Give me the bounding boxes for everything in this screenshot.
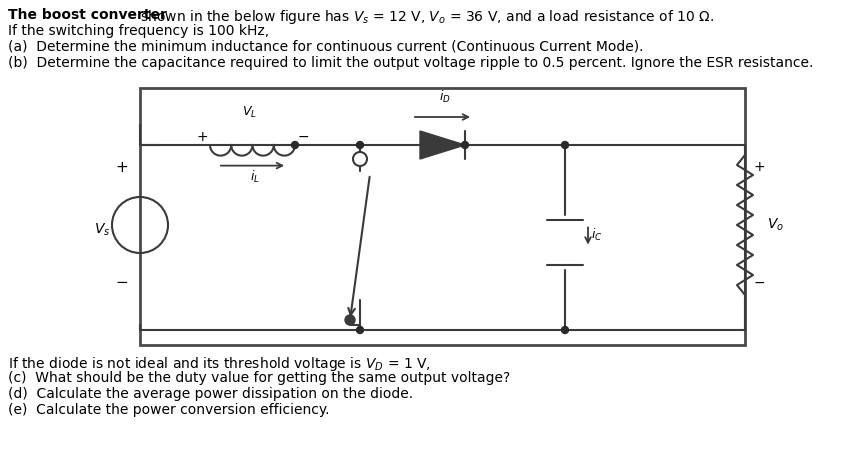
Text: −: − — [753, 276, 764, 290]
Text: (b)  Determine the capacitance required to limit the output voltage ripple to 0.: (b) Determine the capacitance required t… — [8, 56, 813, 70]
Text: If the switching frequency is 100 kHz,: If the switching frequency is 100 kHz, — [8, 24, 269, 38]
Circle shape — [291, 141, 298, 149]
Text: $i_C$: $i_C$ — [591, 226, 602, 242]
Text: (e)  Calculate the power conversion efficiency.: (e) Calculate the power conversion effic… — [8, 403, 329, 417]
Polygon shape — [420, 131, 465, 159]
Text: $V_L$: $V_L$ — [242, 105, 257, 120]
Text: shown in the below figure has $V_s$ = 12 V, $V_o$ = 36 V, and a load resistance : shown in the below figure has $V_s$ = 12… — [136, 8, 714, 26]
Circle shape — [357, 327, 363, 333]
Circle shape — [561, 141, 568, 149]
Text: +: + — [196, 130, 207, 144]
Text: −: − — [116, 275, 129, 290]
Circle shape — [462, 141, 469, 149]
Circle shape — [561, 327, 568, 333]
Text: +: + — [753, 160, 764, 174]
Text: (d)  Calculate the average power dissipation on the diode.: (d) Calculate the average power dissipat… — [8, 387, 413, 401]
Text: −: − — [297, 130, 309, 144]
Text: (c)  What should be the duty value for getting the same output voltage?: (c) What should be the duty value for ge… — [8, 371, 510, 385]
Text: +: + — [116, 160, 129, 175]
Text: $i_L$: $i_L$ — [249, 169, 260, 185]
Text: The boost converter: The boost converter — [8, 8, 167, 22]
Text: If the diode is not ideal and its threshold voltage is $V_D$ = 1 V,: If the diode is not ideal and its thresh… — [8, 355, 431, 373]
Bar — [140, 88, 745, 345]
Circle shape — [345, 315, 355, 325]
Text: $i_D$: $i_D$ — [439, 89, 451, 105]
Text: $V_s$: $V_s$ — [93, 222, 111, 238]
Text: $V_o$: $V_o$ — [767, 217, 784, 233]
Text: (a)  Determine the minimum inductance for continuous current (Continuous Current: (a) Determine the minimum inductance for… — [8, 40, 644, 54]
Circle shape — [357, 141, 363, 149]
